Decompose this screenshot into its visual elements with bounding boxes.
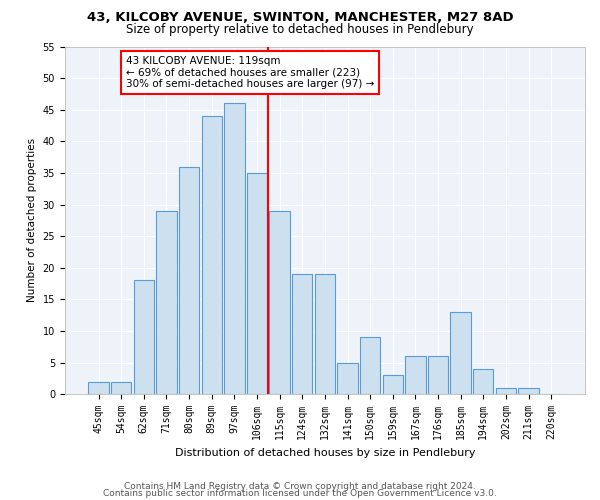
- Text: Contains HM Land Registry data © Crown copyright and database right 2024.: Contains HM Land Registry data © Crown c…: [124, 482, 476, 491]
- X-axis label: Distribution of detached houses by size in Pendlebury: Distribution of detached houses by size …: [175, 448, 475, 458]
- Bar: [496, 388, 516, 394]
- Bar: [428, 356, 448, 394]
- Bar: [315, 274, 335, 394]
- Bar: [360, 338, 380, 394]
- Text: 43, KILCOBY AVENUE, SWINTON, MANCHESTER, M27 8AD: 43, KILCOBY AVENUE, SWINTON, MANCHESTER,…: [86, 11, 514, 24]
- Text: Size of property relative to detached houses in Pendlebury: Size of property relative to detached ho…: [126, 22, 474, 36]
- Bar: [157, 211, 176, 394]
- Bar: [111, 382, 131, 394]
- Bar: [451, 312, 471, 394]
- Bar: [247, 173, 267, 394]
- Bar: [202, 116, 222, 394]
- Bar: [405, 356, 425, 394]
- Bar: [179, 166, 199, 394]
- Bar: [88, 382, 109, 394]
- Y-axis label: Number of detached properties: Number of detached properties: [27, 138, 37, 302]
- Text: 43 KILCOBY AVENUE: 119sqm
← 69% of detached houses are smaller (223)
30% of semi: 43 KILCOBY AVENUE: 119sqm ← 69% of detac…: [126, 56, 374, 89]
- Bar: [473, 369, 493, 394]
- Text: Contains public sector information licensed under the Open Government Licence v3: Contains public sector information licen…: [103, 489, 497, 498]
- Bar: [134, 280, 154, 394]
- Bar: [292, 274, 313, 394]
- Bar: [518, 388, 539, 394]
- Bar: [224, 104, 245, 394]
- Bar: [337, 362, 358, 394]
- Bar: [269, 211, 290, 394]
- Bar: [383, 375, 403, 394]
